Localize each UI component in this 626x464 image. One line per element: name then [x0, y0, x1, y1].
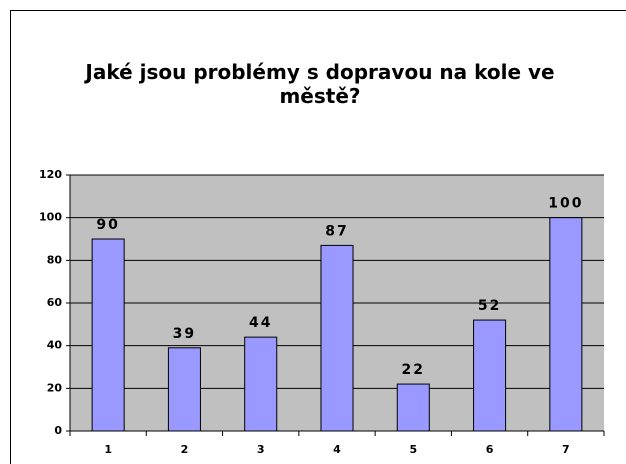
- bar: [320, 244, 354, 432]
- y-tick-label: 40: [47, 339, 63, 352]
- bar: [473, 319, 507, 432]
- x-tick-label: 2: [181, 443, 189, 456]
- data-label: 87: [325, 223, 348, 239]
- data-label: 44: [249, 315, 272, 331]
- data-label: 90: [96, 217, 119, 233]
- data-label: 52: [478, 298, 501, 314]
- y-tick-label: 60: [47, 296, 63, 309]
- x-tick-label: 5: [409, 443, 417, 456]
- y-tick-label: 0: [54, 424, 62, 437]
- y-tick-label: 120: [39, 168, 62, 181]
- bar: [91, 238, 125, 432]
- chart-title: Jaké jsou problémy s dopravou na kole ve…: [85, 60, 555, 108]
- y-tick-label: 20: [47, 381, 63, 394]
- y-tick-label: 80: [47, 253, 63, 266]
- x-tick-label: 7: [562, 443, 570, 456]
- bar: [549, 217, 583, 432]
- data-label: 39: [173, 326, 196, 342]
- bar: [167, 347, 201, 432]
- bar: [396, 383, 430, 432]
- x-tick-label: 3: [257, 443, 265, 456]
- data-label: 100: [548, 196, 583, 212]
- bar: [244, 336, 278, 432]
- x-tick-label: 6: [486, 443, 494, 456]
- chart-frame: [10, 10, 626, 464]
- x-tick-label: 4: [333, 443, 341, 456]
- data-label: 22: [402, 362, 425, 378]
- x-tick-label: 1: [104, 443, 112, 456]
- y-tick-label: 100: [39, 211, 62, 224]
